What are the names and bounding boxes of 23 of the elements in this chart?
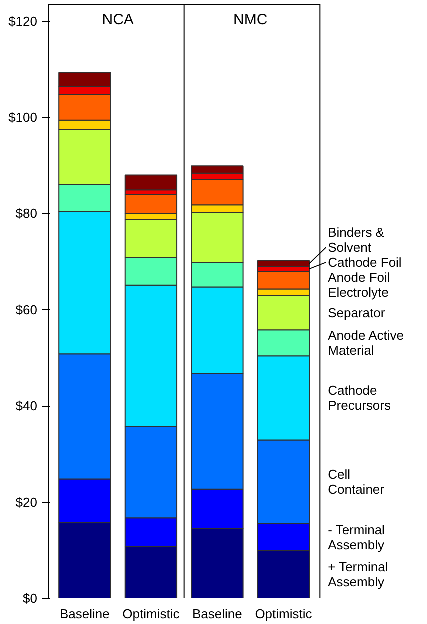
annotation: NCA (102, 12, 134, 29)
x-tick-label: Baseline (60, 606, 110, 622)
y-tick-label: $120 (8, 14, 38, 29)
y-tick-label: $100 (8, 110, 38, 126)
x-tick-label: Optimistic (255, 606, 313, 622)
y-tick-label: $80 (16, 206, 38, 222)
series-label: Binders & Solvent (328, 225, 385, 256)
series-label: + Terminal Assembly (328, 560, 388, 590)
y-tick-label: $40 (16, 398, 38, 414)
series-label: Cathode Precursors (328, 383, 392, 414)
series-label: Anode Active Material (328, 328, 404, 358)
x-tick-label: Optimistic (122, 606, 180, 622)
x-tick-label: Baseline (192, 606, 242, 622)
series-label: Anode Foil (328, 270, 390, 285)
y-tick-label: $20 (16, 494, 38, 510)
series-label: Electrolyte (328, 284, 389, 300)
y-tick-label: $60 (16, 302, 38, 318)
annotation: NMC (234, 12, 268, 29)
series-label: Cell Container (328, 467, 386, 498)
series-label: - Terminal Assembly (328, 522, 386, 552)
series-label: Cathode Foil (328, 255, 402, 270)
series-label: Separator (328, 305, 386, 320)
y-tick-label: $0 (23, 591, 38, 606)
